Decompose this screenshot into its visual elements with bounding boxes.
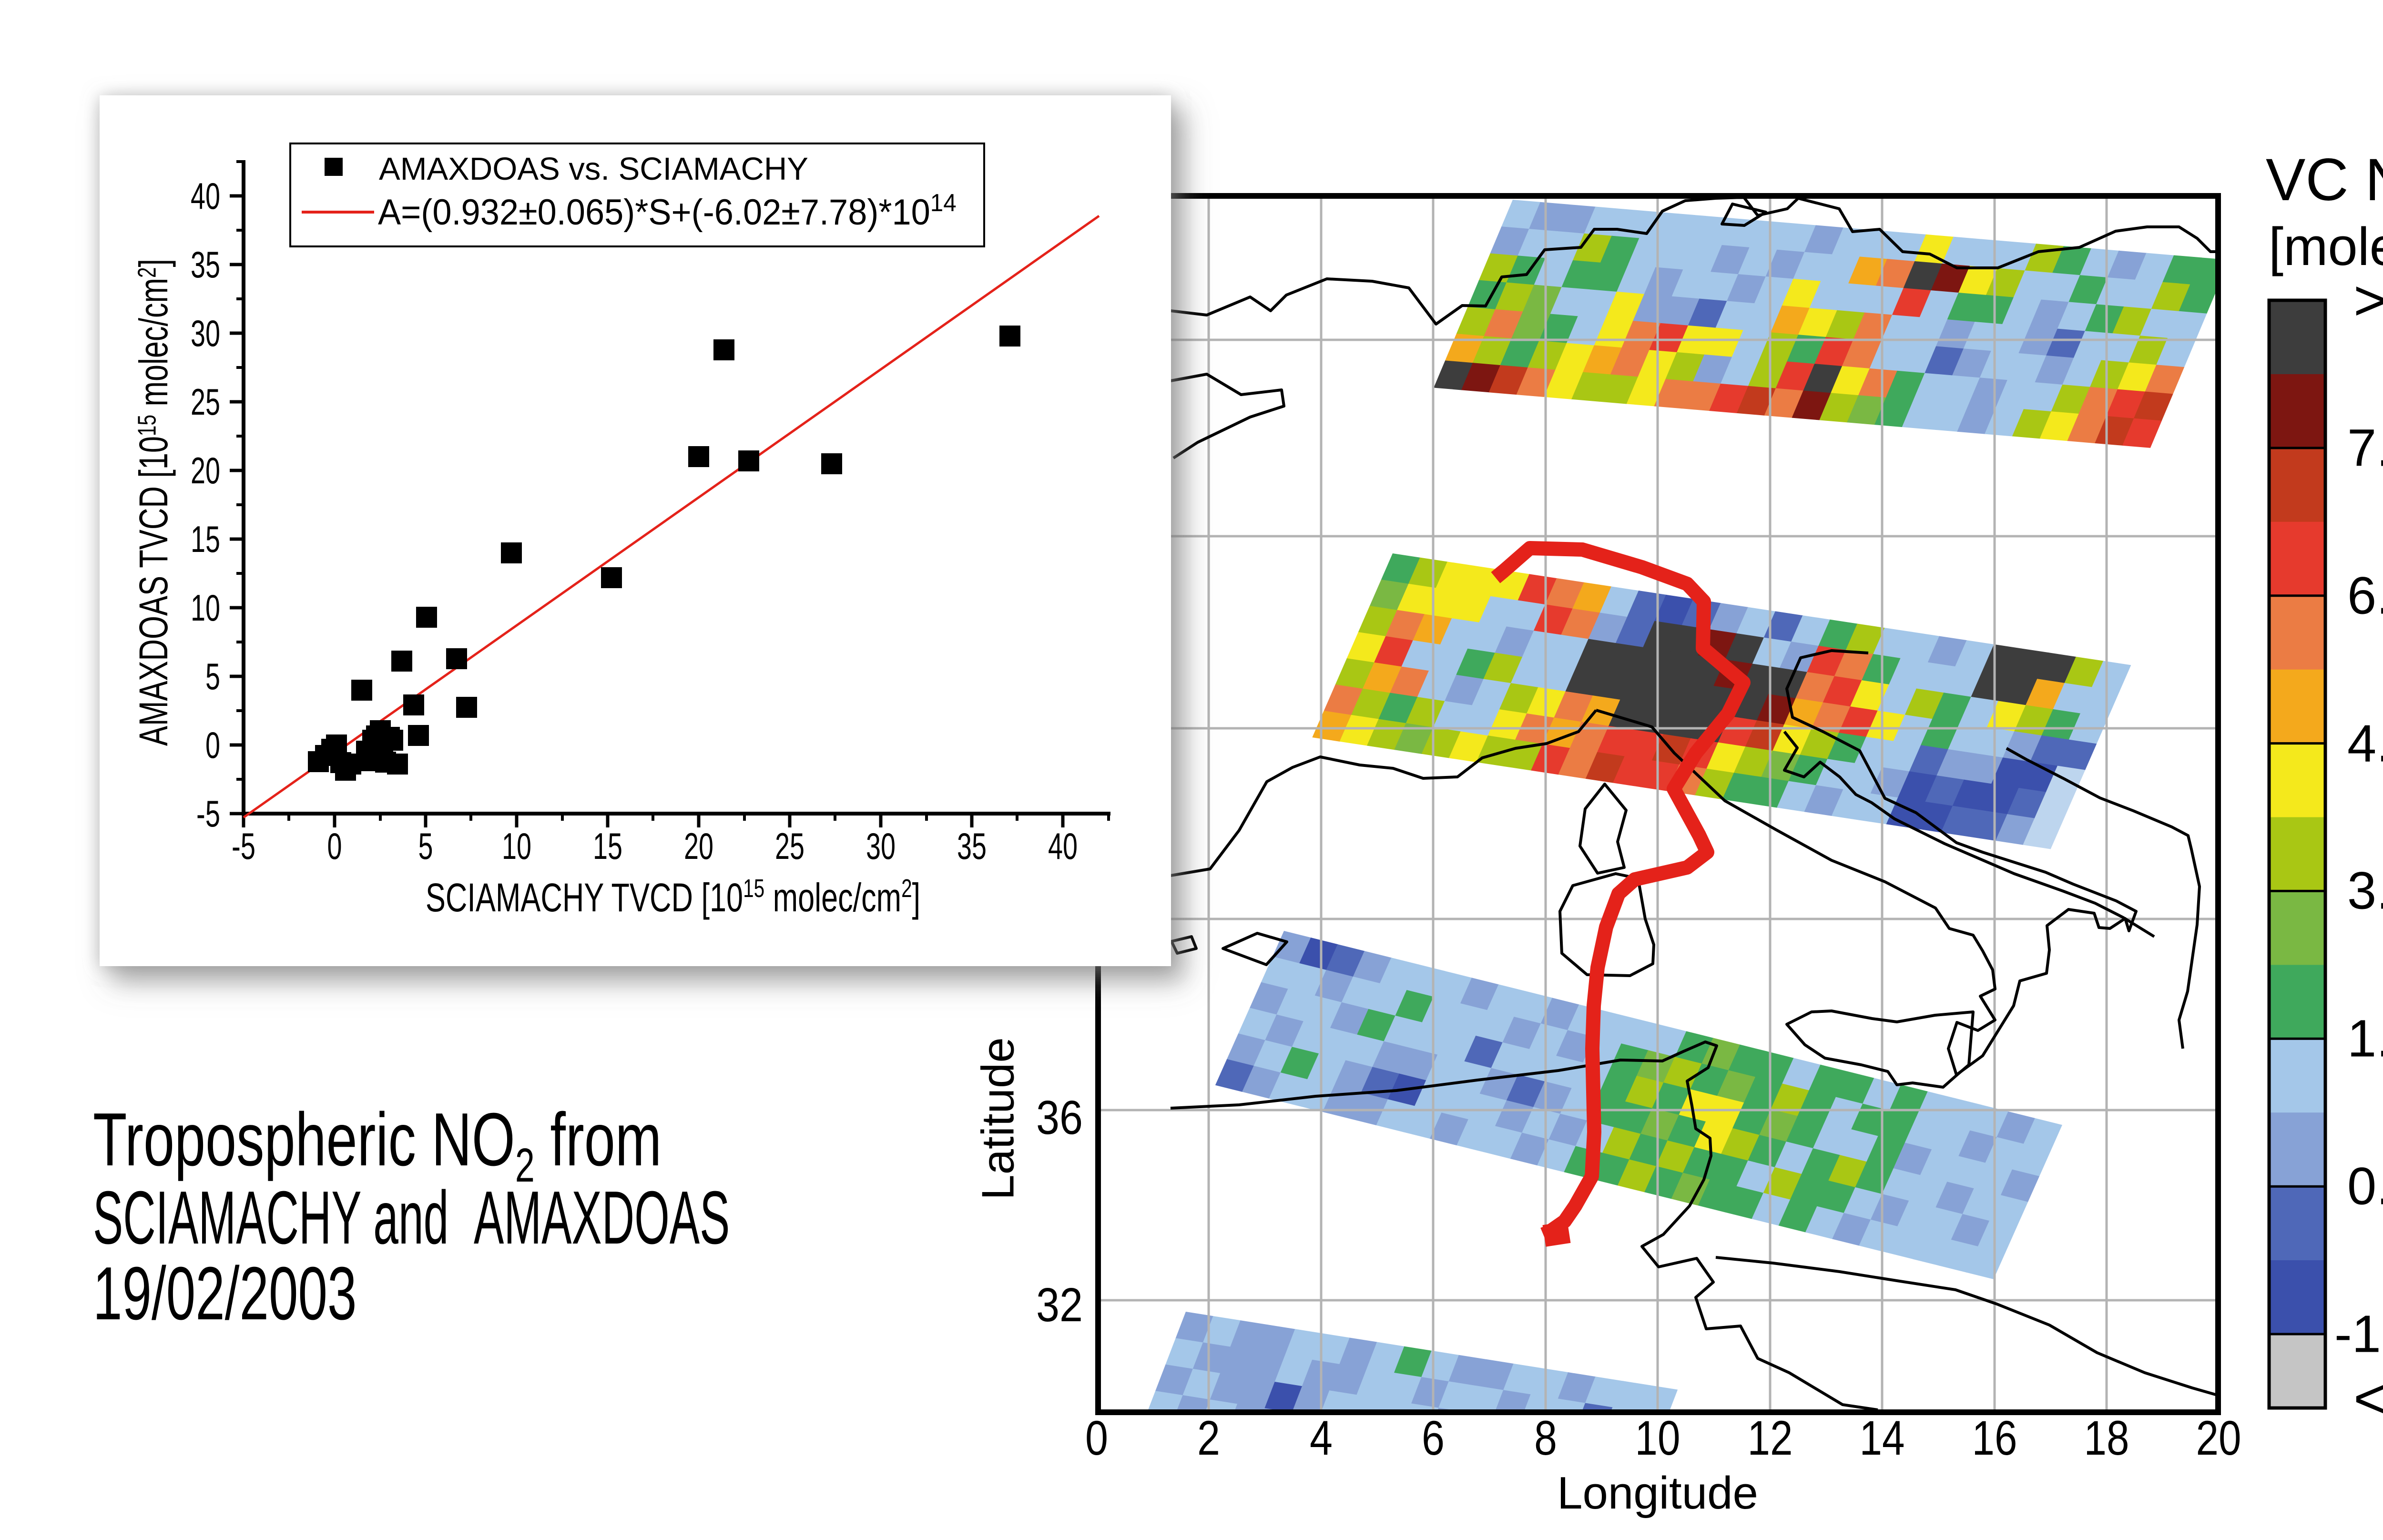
- svg-text:-1.5 1015: -1.5 1015: [2334, 1295, 2383, 1364]
- svg-text:35: 35: [191, 244, 220, 286]
- svg-text:0: 0: [327, 825, 342, 867]
- svg-text:2: 2: [1197, 1411, 1220, 1465]
- svg-text:25: 25: [191, 381, 220, 423]
- svg-text:-5: -5: [232, 825, 255, 867]
- svg-text:4: 4: [1310, 1411, 1333, 1465]
- svg-text:18: 18: [2084, 1411, 2129, 1465]
- svg-text:10: 10: [191, 587, 220, 629]
- svg-text:VC NO2: VC NO2: [2266, 147, 2383, 223]
- svg-text:[molec cm-2]: [molec cm-2]: [2269, 217, 2383, 276]
- svg-text:0: 0: [205, 724, 220, 766]
- svg-text:0: 0: [1085, 1411, 1108, 1465]
- svg-text:6.0 1015: 6.0 1015: [2347, 557, 2383, 625]
- svg-text:16: 16: [1972, 1411, 2017, 1465]
- svg-text:19/02/2003: 19/02/2003: [93, 1251, 356, 1335]
- svg-text:SCIAMACHY and AMAXDOAS: SCIAMACHY and AMAXDOAS: [93, 1175, 730, 1260]
- svg-text:30: 30: [191, 312, 220, 354]
- svg-text:30: 30: [866, 825, 896, 867]
- svg-text:8: 8: [1534, 1411, 1557, 1465]
- svg-text:4.5 1015: 4.5 1015: [2347, 704, 2383, 773]
- svg-text:3.0 1015: 3.0 1015: [2347, 852, 2383, 920]
- svg-text:14: 14: [1860, 1411, 1905, 1465]
- svg-text:SCIAMACHY TVCD [1015 molec/cm2: SCIAMACHY TVCD [1015 molec/cm2]: [426, 874, 920, 920]
- svg-text:20: 20: [684, 825, 713, 867]
- svg-text:Longitude: Longitude: [1557, 1468, 1758, 1519]
- svg-text:6: 6: [1422, 1411, 1445, 1465]
- svg-text:-5: -5: [196, 793, 220, 835]
- svg-text:10: 10: [502, 825, 531, 867]
- svg-text:Tropospheric NO2 from: Tropospheric NO2 from: [93, 1098, 662, 1192]
- svg-text:1.5 1015: 1.5 1015: [2347, 999, 2383, 1068]
- svg-text:A=(0.932±0.065)*S+(-6.02±7.78): A=(0.932±0.065)*S+(-6.02±7.78)*1014: [378, 189, 957, 233]
- svg-text:AMAXDOAS TVCD [1015 molec/cm2]: AMAXDOAS TVCD [1015 molec/cm2]: [131, 259, 176, 746]
- svg-text:35: 35: [957, 825, 987, 867]
- svg-text:AMAXDOAS vs. SCIAMACHY: AMAXDOAS vs. SCIAMACHY: [379, 151, 808, 187]
- svg-text:>: >: [2353, 268, 2383, 332]
- svg-text:0.0 1000: 0.0 1000: [2347, 1147, 2383, 1216]
- svg-text:15: 15: [191, 518, 220, 560]
- svg-text:25: 25: [775, 825, 805, 867]
- svg-text:<: <: [2353, 1367, 2383, 1430]
- svg-text:10: 10: [1635, 1411, 1680, 1465]
- svg-text:32: 32: [1036, 1278, 1083, 1332]
- svg-text:40: 40: [191, 175, 220, 217]
- svg-text:36: 36: [1036, 1091, 1083, 1144]
- svg-text:12: 12: [1748, 1411, 1793, 1465]
- svg-text:20: 20: [191, 449, 220, 491]
- svg-text:40: 40: [1048, 825, 1078, 867]
- svg-text:Latitude: Latitude: [973, 1037, 1024, 1200]
- svg-text:20: 20: [2196, 1411, 2241, 1465]
- svg-text:5: 5: [205, 655, 220, 697]
- svg-text:7.5 1015: 7.5 1015: [2347, 409, 2383, 478]
- svg-text:15: 15: [593, 825, 622, 867]
- svg-text:5: 5: [418, 825, 433, 867]
